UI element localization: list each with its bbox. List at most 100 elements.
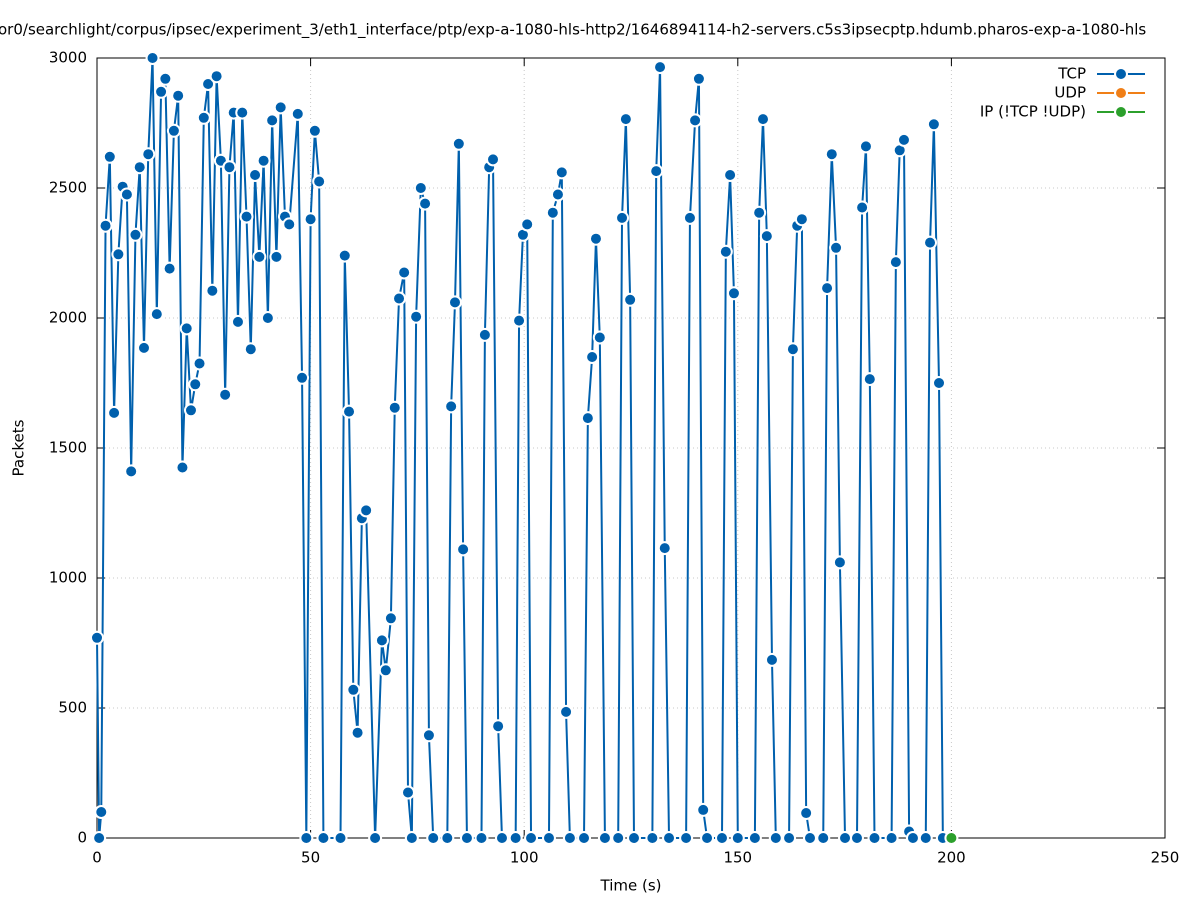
point <box>252 249 267 264</box>
point <box>849 831 864 845</box>
point <box>816 831 831 845</box>
point <box>440 831 455 845</box>
point <box>209 69 224 84</box>
point <box>618 112 633 127</box>
legend-label: IP (!TCP !UDP) <box>980 103 1086 121</box>
point <box>413 181 428 195</box>
point <box>98 218 113 233</box>
point <box>508 831 523 845</box>
y-tick-label: 2500 <box>49 179 87 197</box>
point <box>111 247 126 262</box>
point <box>562 831 577 845</box>
point <box>235 105 250 120</box>
legend-label: UDP <box>1054 84 1086 102</box>
point <box>179 321 194 336</box>
y-tick-label: 500 <box>58 699 87 717</box>
point <box>248 168 263 182</box>
point <box>657 541 672 556</box>
point <box>107 405 122 420</box>
point <box>932 376 947 390</box>
point <box>307 123 322 138</box>
point <box>205 283 220 298</box>
point <box>832 555 847 570</box>
point <box>486 152 501 167</box>
point <box>346 682 361 697</box>
point <box>401 785 416 800</box>
point <box>359 503 374 518</box>
y-tick-label: 1500 <box>49 439 87 457</box>
point <box>273 100 288 115</box>
point <box>265 113 280 128</box>
point <box>597 831 612 845</box>
x-tick-label: 0 <box>92 849 102 867</box>
x-tick-label: 50 <box>301 849 320 867</box>
point <box>577 831 592 845</box>
point <box>230 314 245 329</box>
point <box>541 831 556 845</box>
point <box>94 805 109 819</box>
point <box>451 136 466 151</box>
point <box>196 110 211 125</box>
point <box>368 831 383 845</box>
point <box>759 229 774 244</box>
point <box>149 307 164 322</box>
point <box>426 831 441 845</box>
legend-label: TCP <box>1057 65 1086 83</box>
y-tick-label: 2000 <box>49 309 87 327</box>
x-tick-label: 150 <box>723 849 752 867</box>
point <box>623 292 638 307</box>
point <box>456 542 471 557</box>
point <box>282 217 297 232</box>
point <box>752 205 767 220</box>
point <box>559 704 574 719</box>
point <box>905 831 920 845</box>
point <box>474 831 489 845</box>
series <box>90 51 950 845</box>
point <box>477 327 492 342</box>
point <box>166 123 181 138</box>
point <box>201 77 216 91</box>
y-tick-label: 1000 <box>49 569 87 587</box>
series <box>944 831 959 845</box>
point <box>688 113 703 128</box>
chart-title: or0/searchlight/corpus/ipsec/experiment_… <box>0 21 1146 40</box>
point <box>768 831 783 845</box>
point <box>374 633 389 648</box>
point <box>162 261 177 276</box>
point <box>269 249 284 264</box>
point <box>409 309 424 324</box>
point <box>696 802 711 817</box>
point <box>421 728 436 743</box>
point <box>491 719 506 734</box>
point <box>718 244 733 259</box>
point <box>944 831 959 845</box>
point <box>154 84 169 99</box>
legend-marker <box>1114 67 1128 81</box>
x-tick-label: 200 <box>937 849 966 867</box>
point <box>316 831 331 845</box>
point <box>128 227 143 242</box>
point <box>102 149 117 164</box>
y-tick-label: 0 <box>77 829 87 847</box>
point <box>615 210 630 225</box>
point <box>862 372 877 387</box>
point <box>243 342 258 357</box>
line <box>96 57 944 839</box>
point <box>333 831 348 845</box>
point <box>726 286 741 301</box>
point <box>799 806 814 821</box>
point <box>649 164 664 179</box>
point <box>884 831 899 845</box>
point <box>550 187 565 202</box>
point <box>494 831 509 845</box>
x-tick-label: 250 <box>1151 849 1180 867</box>
y-axis-label: Packets <box>10 419 28 476</box>
point <box>714 831 729 845</box>
x-axis-label: Time (s) <box>600 877 662 895</box>
point <box>858 139 873 154</box>
point <box>303 212 318 227</box>
point <box>350 725 365 740</box>
point <box>192 356 207 371</box>
point <box>158 71 173 86</box>
